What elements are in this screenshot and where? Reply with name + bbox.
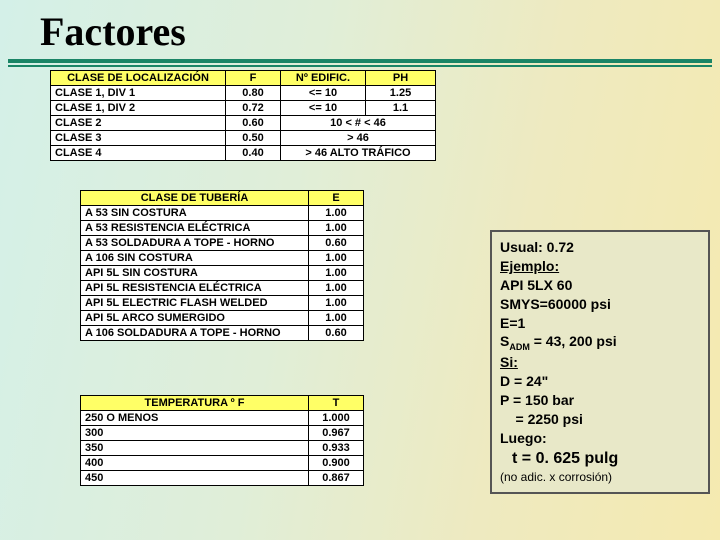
title-rule-1 <box>8 59 712 63</box>
table-cell: 1.00 <box>309 206 364 221</box>
table-cell: 1.25 <box>366 86 436 101</box>
column-header: CLASE DE LOCALIZACIÓN <box>51 71 226 86</box>
table-cell: CLASE 4 <box>51 146 226 161</box>
table-cell: 0.72 <box>226 101 281 116</box>
table-cell: 0.967 <box>309 426 364 441</box>
table-cell: API 5L RESISTENCIA ELÉCTRICA <box>81 281 309 296</box>
table-cell: 0.900 <box>309 456 364 471</box>
table-cell: API 5L SIN COSTURA <box>81 266 309 281</box>
side-line: t = 0. 625 pulg <box>500 448 700 470</box>
table-cell: CLASE 2 <box>51 116 226 131</box>
table-cell: API 5L ARCO SUMERGIDO <box>81 311 309 326</box>
table-cell: 1.00 <box>309 266 364 281</box>
table-row: API 5L ARCO SUMERGIDO1.00 <box>81 311 364 326</box>
table-row: A 53 SOLDADURA A TOPE - HORNO0.60 <box>81 236 364 251</box>
column-header: CLASE DE TUBERÍA <box>81 191 309 206</box>
side-line: Ejemplo: <box>500 257 700 276</box>
table-cell: 0.50 <box>226 131 281 146</box>
side-line: E=1 <box>500 314 700 333</box>
table-cell: 0.60 <box>309 236 364 251</box>
table-cell: 1.00 <box>309 221 364 236</box>
column-header: F <box>226 71 281 86</box>
side-line: Si: <box>500 353 700 372</box>
side-line: API 5LX 60 <box>500 276 700 295</box>
table-cell: CLASE 1, DIV 1 <box>51 86 226 101</box>
table-cell: A 106 SOLDADURA A TOPE - HORNO <box>81 326 309 341</box>
table-row: 250 O MENOS1.000 <box>81 411 364 426</box>
table-cell: API 5L ELECTRIC FLASH WELDED <box>81 296 309 311</box>
table-cell: > 46 <box>281 131 436 146</box>
table-row: CLASE 20.6010 < # < 46 <box>51 116 436 131</box>
table-row: 3500.933 <box>81 441 364 456</box>
table-row: API 5L RESISTENCIA ELÉCTRICA1.00 <box>81 281 364 296</box>
table-cell: 300 <box>81 426 309 441</box>
side-line: (no adic. x corrosión) <box>500 469 700 485</box>
table-cell: 0.60 <box>226 116 281 131</box>
side-line: P = 150 bar <box>500 391 700 410</box>
table-cell: CLASE 3 <box>51 131 226 146</box>
table-row: 4500.867 <box>81 471 364 486</box>
table-row: CLASE 1, DIV 20.72<= 101.1 <box>51 101 436 116</box>
column-header: Nº EDIFIC. <box>281 71 366 86</box>
side-line: SADM = 43, 200 psi <box>500 332 700 353</box>
table-cell: 0.60 <box>309 326 364 341</box>
table-row: A 53 RESISTENCIA ELÉCTRICA1.00 <box>81 221 364 236</box>
table-row: A 53 SIN COSTURA1.00 <box>81 206 364 221</box>
table-row: A 106 SOLDADURA A TOPE - HORNO0.60 <box>81 326 364 341</box>
table-cell: 0.867 <box>309 471 364 486</box>
table-cell: 350 <box>81 441 309 456</box>
table-row: API 5L SIN COSTURA1.00 <box>81 266 364 281</box>
table-cell: 1.1 <box>366 101 436 116</box>
table-row: CLASE 40.40> 46 ALTO TRÁFICO <box>51 146 436 161</box>
table-cell: 1.000 <box>309 411 364 426</box>
column-header: PH <box>366 71 436 86</box>
side-line: SMYS=60000 psi <box>500 295 700 314</box>
table-cell: <= 10 <box>281 101 366 116</box>
table-cell: 0.80 <box>226 86 281 101</box>
table-cell: 1.00 <box>309 296 364 311</box>
title-rule-2 <box>8 65 712 67</box>
table-cell: 1.00 <box>309 311 364 326</box>
table-row: 4000.900 <box>81 456 364 471</box>
table-cell: A 106 SIN COSTURA <box>81 251 309 266</box>
table-cell: A 53 RESISTENCIA ELÉCTRICA <box>81 221 309 236</box>
table-cell: 0.933 <box>309 441 364 456</box>
table-cell: 250 O MENOS <box>81 411 309 426</box>
table-row: A 106 SIN COSTURA1.00 <box>81 251 364 266</box>
table-cell: 450 <box>81 471 309 486</box>
side-line: = 2250 psi <box>500 410 700 429</box>
side-line: Luego: <box>500 429 700 448</box>
column-header: T <box>309 396 364 411</box>
page-title: Factores <box>0 0 720 59</box>
table-cell: 10 < # < 46 <box>281 116 436 131</box>
table-cell: 0.40 <box>226 146 281 161</box>
table-cell: 1.00 <box>309 281 364 296</box>
table-row: API 5L ELECTRIC FLASH WELDED1.00 <box>81 296 364 311</box>
table-row: 3000.967 <box>81 426 364 441</box>
table-cell: A 53 SIN COSTURA <box>81 206 309 221</box>
table-temperature: TEMPERATURA º FT250 O MENOS1.0003000.967… <box>80 395 364 486</box>
table-cell: A 53 SOLDADURA A TOPE - HORNO <box>81 236 309 251</box>
side-line: D = 24" <box>500 372 700 391</box>
column-header: E <box>309 191 364 206</box>
table-location-class: CLASE DE LOCALIZACIÓNFNº EDIFIC.PHCLASE … <box>50 70 436 161</box>
column-header: TEMPERATURA º F <box>81 396 309 411</box>
table-cell: 400 <box>81 456 309 471</box>
side-line: Usual: 0.72 <box>500 238 700 257</box>
table-row: CLASE 1, DIV 10.80<= 101.25 <box>51 86 436 101</box>
example-box: Usual: 0.72 Ejemplo: API 5LX 60 SMYS=600… <box>490 230 710 494</box>
table-row: CLASE 30.50> 46 <box>51 131 436 146</box>
table-cell: <= 10 <box>281 86 366 101</box>
table-cell: > 46 ALTO TRÁFICO <box>281 146 436 161</box>
table-pipe-class: CLASE DE TUBERÍAEA 53 SIN COSTURA1.00A 5… <box>80 190 364 341</box>
table-cell: CLASE 1, DIV 2 <box>51 101 226 116</box>
table-cell: 1.00 <box>309 251 364 266</box>
